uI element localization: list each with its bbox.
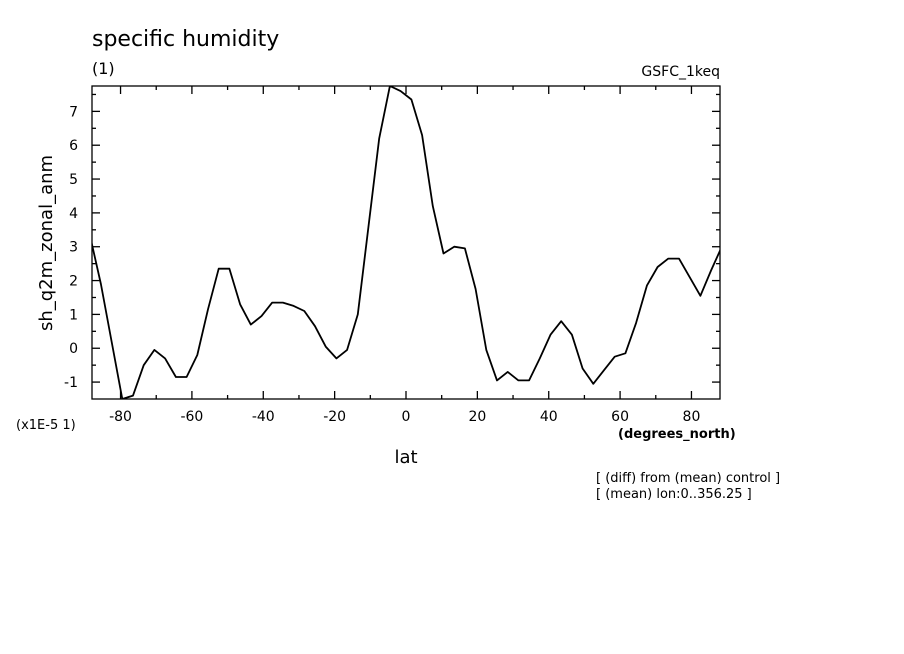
x-axis-label: lat xyxy=(394,447,417,468)
x-tick-label: 0 xyxy=(402,409,411,425)
x-axis-ticks xyxy=(119,86,693,399)
x-tick-label: 20 xyxy=(468,409,486,425)
y-tick-label: 4 xyxy=(69,206,78,222)
x-tick-label: -80 xyxy=(109,409,132,425)
y-tick-label: 0 xyxy=(69,341,78,357)
chart-title: specific humidity xyxy=(92,27,279,52)
note-mean: [ (mean) lon:0..356.25 ] xyxy=(596,487,752,502)
y-tick-label: 7 xyxy=(69,104,78,120)
y-axis-ticks xyxy=(92,93,720,383)
chart-subtitle: (1) xyxy=(92,59,115,78)
x-tick-label: 80 xyxy=(683,409,701,425)
x-axis-tick-labels: -80 -60 -40 -20 0 20 40 60 80 xyxy=(109,409,700,425)
x-tick-label: 40 xyxy=(540,409,558,425)
x-tick-label: -20 xyxy=(323,409,346,425)
dataset-label: GSFC_1keq xyxy=(641,64,720,80)
note-diff: [ (diff) from (mean) control ] xyxy=(596,471,780,486)
y-tick-label: 6 xyxy=(69,138,78,154)
y-tick-label: -1 xyxy=(64,375,78,391)
y-tick-label: 1 xyxy=(69,307,78,323)
series-line xyxy=(92,86,720,399)
y-tick-label: 3 xyxy=(69,240,78,256)
x-tick-label: -60 xyxy=(180,409,203,425)
y-tick-label: 5 xyxy=(69,172,78,188)
y-axis-tick-labels: -1 0 1 2 3 4 5 6 7 xyxy=(64,104,78,391)
x-tick-label: -40 xyxy=(252,409,275,425)
y-tick-label: 2 xyxy=(69,274,78,290)
x-units-label: (degrees_north) xyxy=(618,427,736,442)
x-tick-label: 60 xyxy=(611,409,629,425)
y-scale-label: (x1E-5 1) xyxy=(16,418,76,433)
y-axis-label: sh_q2m_zonal_anm xyxy=(36,155,57,331)
